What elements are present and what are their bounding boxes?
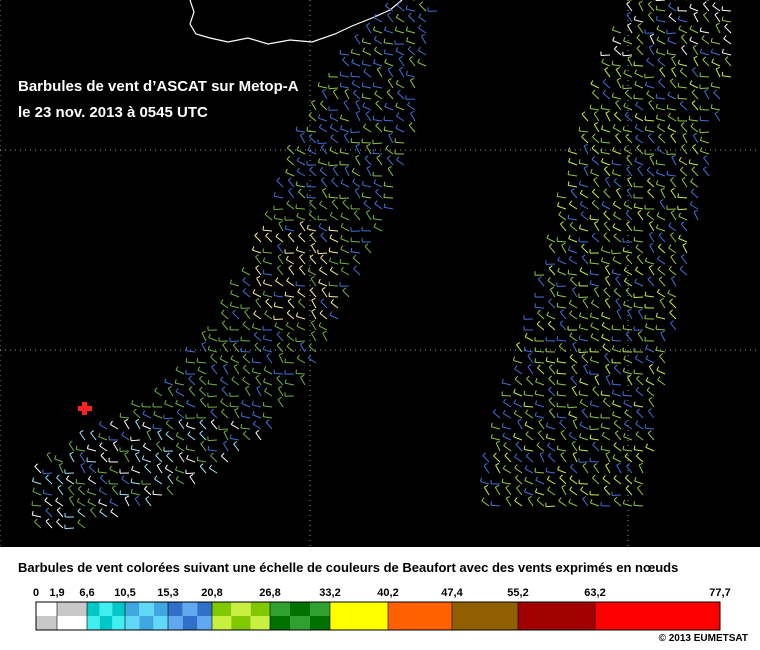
legend-tick-label: 6,6: [79, 587, 95, 599]
map-title-line-1: Barbules de vent d’ASCAT sur Metop-A: [18, 78, 299, 95]
legend-tick-label: 10,5: [114, 587, 136, 599]
map-title-line-2: le 23 nov. 2013 à 0545 UTC: [18, 104, 208, 121]
legend-tick-label: 40,2: [377, 587, 399, 599]
colorbar-class-5: [211, 602, 270, 630]
copyright-notice: © 2013 EUMETSAT: [658, 633, 748, 644]
location-marker-icon: [78, 402, 92, 415]
legend-tick-label: 47,4: [441, 587, 463, 599]
legend-tick-labels: 0 1,9 6,6 10,5 15,3 20,8 26,8 33,2 40,2 47,4 55,2 6…: [0, 587, 760, 601]
lat-lon-grid: [0, 0, 760, 547]
ascat-swath-east: [479, 0, 732, 508]
wind-barb-map: Barbules de vent d’ASCAT sur Metop-A le …: [0, 0, 760, 547]
colorbar-class-3: [124, 602, 168, 630]
colorbar-class-0: [35, 602, 57, 630]
legend-tick-label: 1,9: [49, 587, 65, 599]
colorbar-class-1: [56, 602, 87, 630]
beaufort-colorbar: [35, 601, 721, 631]
legend-tick-label: 63,2: [584, 587, 606, 599]
colorbar-class-2: [86, 602, 125, 630]
colorbar-class-9: [451, 602, 518, 630]
colorbar-class-7: [329, 602, 388, 630]
legend-tick-label: 15,3: [157, 587, 179, 599]
legend-tick-label: 77,7: [709, 587, 731, 599]
colorbar-class-4: [167, 602, 212, 630]
legend-tick-label: 33,2: [319, 587, 341, 599]
coastline: [189, 0, 403, 45]
map-canvas: [0, 0, 760, 547]
legend-tick-label: 20,8: [201, 587, 223, 599]
colorbar-class-8: [387, 602, 452, 630]
ascat-swath-west: [31, 0, 438, 530]
legend-tick-label: 0: [32, 587, 40, 599]
legend-tick-label: 26,8: [259, 587, 281, 599]
colorbar-class-10: [517, 602, 595, 630]
beaufort-legend: Barbules de vent colorées suivant une éc…: [0, 547, 760, 650]
colorbar-class-11: [594, 602, 720, 630]
colorbar-class-6: [269, 602, 330, 630]
legend-title: Barbules de vent colorées suivant une éc…: [18, 560, 679, 575]
legend-tick-label: 55,2: [507, 587, 529, 599]
